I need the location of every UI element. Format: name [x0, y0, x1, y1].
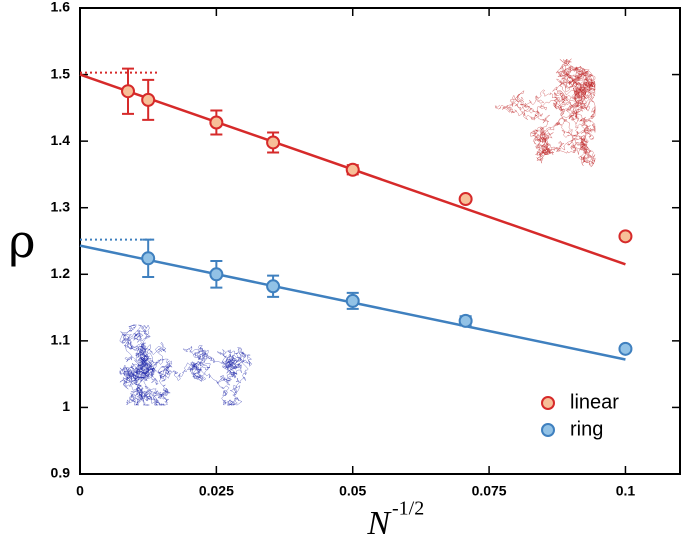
data-point	[141, 251, 156, 266]
polymer-insets	[119, 58, 596, 406]
legend-label: linear	[570, 391, 619, 413]
legend-marker	[541, 396, 555, 410]
data-point	[121, 84, 135, 99]
x-axis-label-sup: -1/2	[392, 498, 424, 520]
data-point	[266, 135, 281, 150]
y-axis-label: ρ	[8, 214, 35, 268]
x-tick-label: 0	[76, 483, 84, 499]
y-tick-label: 1.5	[51, 65, 71, 81]
x-axis-label: N	[366, 505, 392, 542]
y-tick-label: 1.3	[51, 198, 71, 214]
data-point	[618, 229, 633, 244]
y-tick-label: 0.9	[51, 465, 71, 481]
x-tick-label: 0.025	[199, 483, 234, 499]
data-point	[345, 162, 360, 177]
data-point	[141, 92, 156, 107]
y-tick-label: 1.1	[51, 332, 71, 348]
x-tick-label: 0.1	[616, 483, 636, 499]
data-point	[209, 267, 224, 282]
y-tick-label: 1.2	[51, 265, 71, 281]
data-point	[458, 192, 473, 207]
y-tick-label: 1.6	[51, 0, 71, 15]
polymer-conformation	[119, 324, 253, 406]
data-point	[345, 293, 360, 308]
data-point	[618, 341, 633, 356]
legend-label: ring	[570, 418, 603, 440]
plot-frame	[79, 7, 681, 475]
data-point	[458, 313, 473, 328]
data-point	[266, 279, 281, 294]
data-point	[209, 115, 224, 130]
x-tick-label: 0.05	[339, 483, 366, 499]
polymer-conformation	[494, 58, 596, 168]
legend-marker	[541, 423, 555, 437]
y-tick-label: 1.4	[51, 132, 71, 148]
y-tick-label: 1	[62, 398, 70, 414]
x-tick-label: 0.075	[472, 483, 507, 499]
